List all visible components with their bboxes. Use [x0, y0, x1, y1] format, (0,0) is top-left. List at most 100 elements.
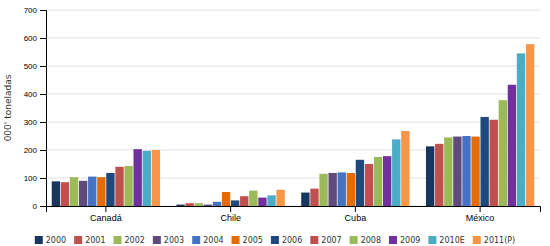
grid: [46, 10, 540, 206]
y-tick: 200: [24, 146, 46, 155]
legend-swatch: [35, 236, 43, 244]
legend-swatch: [473, 236, 481, 244]
bars: [52, 44, 535, 206]
bar: [204, 205, 212, 206]
y-tick: 500: [24, 62, 46, 71]
tick-mark: [105, 206, 106, 212]
tick-label: 100: [24, 174, 38, 183]
axis-line: [47, 207, 541, 213]
axis-line: [40, 11, 47, 207]
bar: [365, 164, 373, 206]
bar: [124, 166, 132, 206]
tick-mark: [40, 10, 46, 11]
bar: [401, 131, 409, 206]
grid-line: [46, 66, 540, 67]
x-tick: Cuba: [345, 206, 367, 223]
tick-mark: [480, 206, 481, 212]
tick-label: 0: [33, 202, 38, 211]
legend-label: 2000: [46, 236, 66, 245]
bar: [213, 202, 221, 206]
legend-label: 2005: [243, 236, 263, 245]
legend-label: 2008: [361, 236, 381, 245]
bar: [426, 146, 434, 206]
bar: [435, 144, 443, 206]
legend-item: 2010E: [428, 236, 464, 245]
tick-label: Cuba: [345, 213, 367, 223]
legend-item: 2006: [271, 236, 302, 245]
tick-mark: [40, 38, 46, 39]
grid-line: [46, 94, 540, 95]
bar: [134, 149, 142, 206]
legend-label: 2004: [203, 236, 223, 245]
legend-swatch: [389, 236, 397, 244]
legend-swatch: [153, 236, 161, 244]
legend-item: 2007: [310, 236, 341, 245]
bar: [240, 196, 248, 206]
y-tick: 600: [24, 34, 46, 43]
bar: [310, 189, 318, 206]
bar: [106, 173, 114, 206]
legend-swatch: [428, 236, 436, 244]
tick-label: Chile: [220, 213, 241, 223]
bar: [444, 137, 452, 206]
bar: [115, 167, 123, 206]
bar: [517, 53, 525, 206]
tick-label: 300: [24, 118, 38, 127]
x-tick: Canadá: [90, 206, 122, 223]
plot: 0100200300400500600700CanadáChileCubaMéx…: [24, 6, 541, 223]
bar: [453, 137, 461, 206]
x-tick: Chile: [220, 206, 241, 223]
legend-item: 2009: [389, 236, 420, 245]
tick-mark: [230, 206, 231, 212]
bar: [499, 100, 507, 206]
bar: [267, 195, 275, 206]
bar: [231, 200, 239, 206]
tick-label: México: [466, 213, 495, 223]
legend: 2000 2001 2002 2003 2004 2005 2006 2007 2008 2009…: [35, 236, 515, 245]
bar: [490, 120, 498, 206]
bar: [462, 136, 470, 206]
bar: [195, 203, 203, 206]
y-tick: 300: [24, 118, 46, 127]
legend-label: 2011(P): [484, 236, 515, 245]
bar: [186, 203, 194, 206]
x-axis: Canadá Chile Cuba México: [47, 206, 541, 223]
legend-label: 2007: [321, 236, 341, 245]
bar: [52, 181, 60, 206]
legend-label: 2002: [124, 236, 144, 245]
legend-swatch: [271, 236, 279, 244]
chart: 2000200120022003200420052006200720082009…: [0, 0, 550, 246]
y-axis-label: 000' toneladas: [3, 74, 13, 141]
bar: [526, 44, 534, 206]
tick-label: 500: [24, 62, 38, 71]
legend-item: 2011(P): [473, 236, 515, 245]
bar: [249, 191, 257, 206]
bar: [508, 85, 516, 206]
legend-swatch: [310, 236, 318, 244]
tick-mark: [40, 178, 46, 179]
bar: [152, 150, 160, 206]
legend-label: 2003: [164, 236, 184, 245]
grid-line: [46, 10, 540, 11]
bar: [383, 156, 391, 206]
bar: [88, 177, 96, 206]
bar: [258, 198, 266, 206]
legend-item: 2002: [113, 236, 144, 245]
legend-swatch: [192, 236, 200, 244]
tick-mark: [40, 206, 46, 207]
bar: [356, 160, 364, 206]
y-tick: 700: [24, 6, 46, 15]
legend-item: 2001: [74, 236, 105, 245]
bar: [392, 139, 400, 206]
bar: [176, 205, 184, 206]
legend-swatch: [350, 236, 358, 244]
bar: [79, 181, 87, 206]
x-tick: México: [466, 206, 495, 223]
tick-mark: [40, 122, 46, 123]
legend-item: 2004: [192, 236, 223, 245]
tick-label: 700: [24, 6, 38, 15]
legend-label: 2006: [282, 236, 302, 245]
tick-mark: [40, 94, 46, 95]
bar: [276, 190, 284, 206]
grid-line: [46, 38, 540, 39]
